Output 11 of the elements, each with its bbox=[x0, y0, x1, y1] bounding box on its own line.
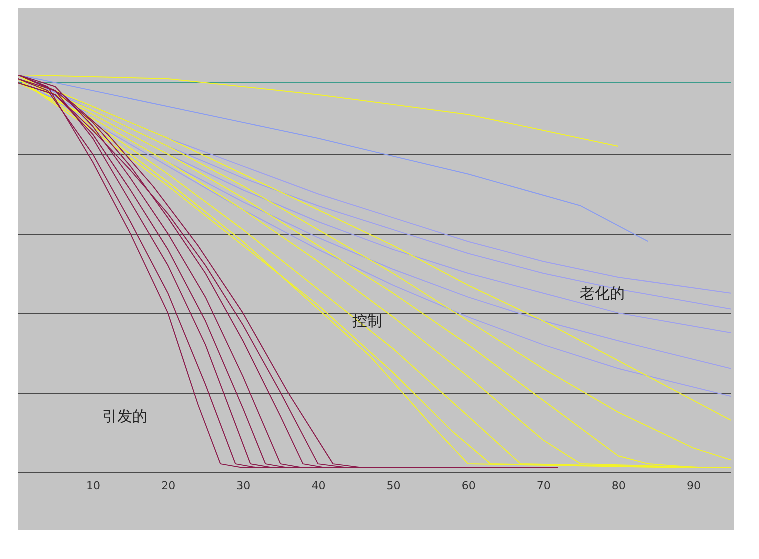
x-tick-label: 80 bbox=[612, 480, 626, 492]
x-tick-label: 70 bbox=[536, 480, 551, 492]
annotation: 引发的 bbox=[102, 407, 148, 426]
x-tick-label: 90 bbox=[686, 480, 701, 492]
x-tick-label: 30 bbox=[236, 480, 251, 492]
x-tick-label: 40 bbox=[312, 480, 326, 492]
x-tick-label: 50 bbox=[386, 480, 401, 492]
x-tick-label: 60 bbox=[462, 480, 476, 492]
x-tick-label: 20 bbox=[162, 480, 176, 492]
annotation: 老化的 bbox=[580, 284, 626, 302]
x-tick-label: 10 bbox=[86, 480, 101, 492]
